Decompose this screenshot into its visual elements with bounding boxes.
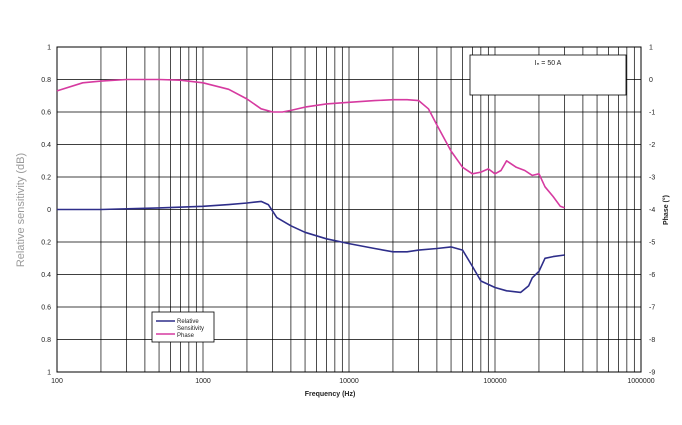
x-tick-label: 100: [51, 378, 63, 385]
annotation-text: Iₙ = 50 A: [535, 60, 562, 67]
y-left-tick-label: 0.2: [41, 240, 51, 247]
legend-label-relative: Relative: [177, 319, 199, 325]
y-right-tick-label: 0: [649, 77, 653, 84]
y-right-tick-label: -2: [649, 142, 655, 149]
legend-label-sensitivity: Sensitivity: [177, 326, 204, 332]
legend: Relative Sensitivity Phase: [151, 311, 215, 343]
x-tick-label: 1000000: [627, 378, 654, 385]
y-left-tick-label: 0.6: [41, 110, 51, 117]
y-right-tick-label: -1: [649, 110, 655, 117]
annotation-box: Iₙ = 50 A: [469, 54, 627, 96]
series-line-phase: [56, 78, 565, 209]
y-left-axis-title: Relative sensitivity (dB): [15, 153, 27, 267]
y-right-tick-label: -8: [649, 337, 655, 344]
series-line-relative-sensitivity: [57, 200, 565, 294]
x-tick-labels: 100 1000 10000 100000 1000000: [51, 378, 655, 385]
y-right-axis-title: Phase (°): [662, 195, 670, 225]
y-right-tick-label: -7: [649, 305, 655, 312]
y-left-tick-label: 0: [47, 207, 51, 214]
y-left-tick-label: 0.4: [41, 142, 51, 149]
y-left-tick-label: 1: [47, 45, 51, 52]
series-layer: [56, 78, 565, 294]
x-tick-label: 100000: [483, 378, 506, 385]
y-right-tick-label: -9: [649, 370, 655, 377]
y-right-tick-label: -6: [649, 272, 655, 279]
x-tick-label: 10000: [339, 378, 359, 385]
y-right-tick-label: -3: [649, 175, 655, 182]
x-tick-label: 1000: [195, 378, 211, 385]
y-left-tick-label: 0.2: [41, 175, 51, 182]
legend-label-phase: Phase: [177, 333, 195, 339]
x-axis-title: Frequency (Hz): [305, 391, 356, 398]
y-right-tick-label: -5: [649, 240, 655, 247]
y-right-tick-labels: 1 0 -1 -2 -3 -4 -5 -6 -7 -8 -9: [649, 45, 655, 377]
y-right-tick-label: -4: [649, 207, 655, 214]
y-right-tick-label: 1: [649, 45, 653, 52]
y-left-tick-label: 0.6: [41, 305, 51, 312]
y-left-tick-label: 0.8: [41, 337, 51, 344]
y-left-tick-label: 0.8: [41, 77, 51, 84]
y-left-tick-label: 1: [47, 370, 51, 377]
y-left-tick-label: 0.4: [41, 272, 51, 279]
y-left-tick-labels: 1 0.8 0.6 0.4 0.2 0 0.2 0.4 0.6 0.8 1: [41, 45, 51, 377]
